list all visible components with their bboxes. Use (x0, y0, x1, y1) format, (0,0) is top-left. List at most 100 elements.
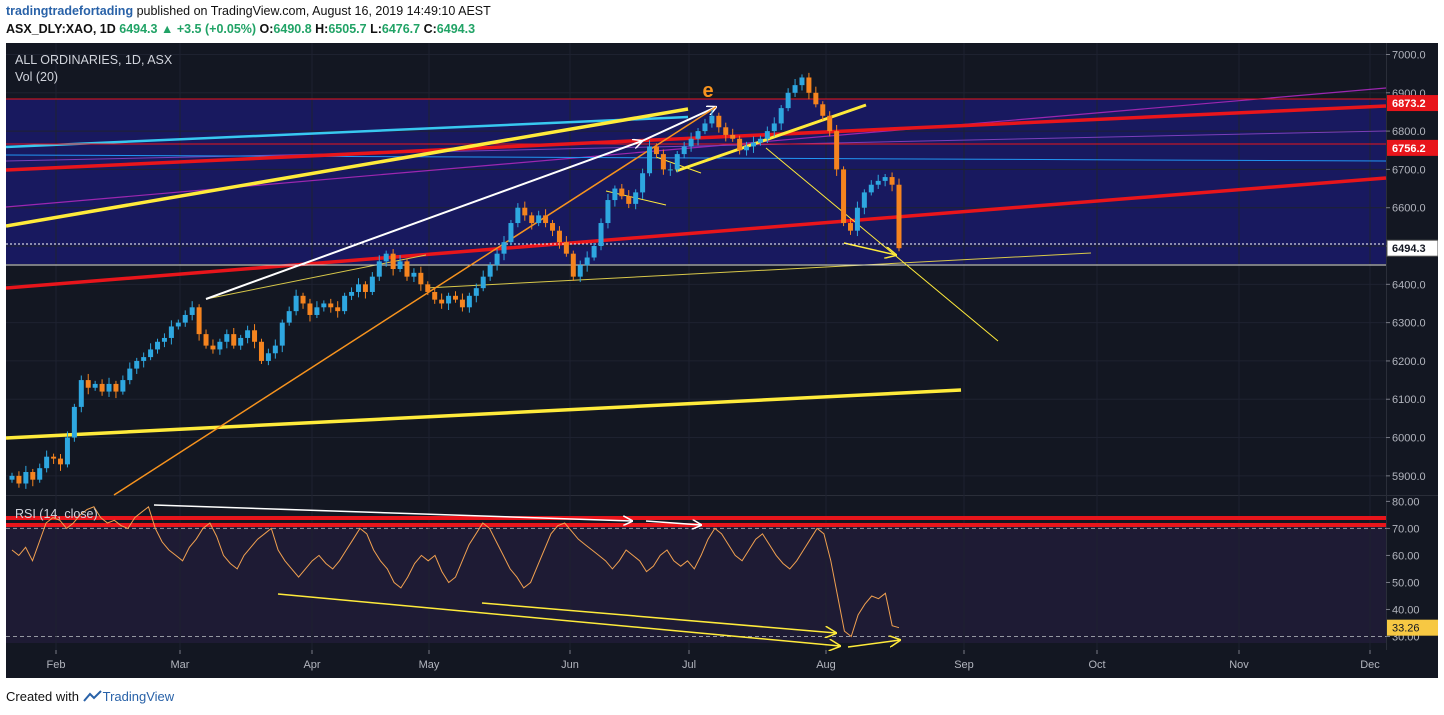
rsi-overbought-band (6, 527, 1386, 643)
rsi-tick-label: 60.00 (1392, 550, 1420, 562)
open-label: O: (259, 22, 274, 36)
author-name[interactable]: tradingtradefortading (6, 4, 134, 18)
white-trend-arrow-2 (641, 107, 716, 142)
candle-body (633, 192, 639, 204)
red-trendline-lower (5, 176, 1387, 290)
candle-body (196, 307, 202, 335)
time-tick-label: Aug (816, 659, 836, 671)
candle-body (30, 472, 36, 480)
candle-body (847, 223, 853, 231)
footer: Created with TradingView (6, 689, 174, 704)
yellow-trendline-mid (675, 103, 867, 173)
yellow-support-arrow (843, 242, 896, 255)
rsi-axis-badge-text: 33.26 (1392, 623, 1420, 635)
candle-body (369, 276, 375, 292)
yellow-trendline-bottom (5, 388, 962, 440)
candle-body (709, 115, 715, 124)
candle-body (252, 330, 258, 342)
candle-body (245, 330, 251, 338)
rsi-tick-label: 50.00 (1392, 577, 1420, 589)
price-tick-label: 6800.0 (1392, 126, 1426, 138)
candle-body (716, 115, 722, 128)
rsi-tick-label: 70.00 (1392, 523, 1420, 535)
time-tick-label: Sep (954, 659, 974, 671)
candle-body (861, 192, 867, 208)
rsi-white-arrow (153, 504, 632, 521)
candles (9, 72, 902, 489)
symbol-label: ASX_DLY:XAO, 1D (6, 22, 116, 36)
rsi-white-arrow-2 (645, 521, 701, 525)
rsi-yellow-arrow-1 (277, 593, 840, 646)
volume-label: Vol (20) (15, 70, 58, 84)
candle-body (841, 169, 847, 224)
candle-body (44, 456, 50, 469)
candle-body (231, 334, 237, 346)
candle-body (459, 299, 465, 308)
candle-body (362, 284, 368, 292)
candle-body (667, 169, 673, 171)
candle-body (875, 180, 881, 185)
candle-body (71, 406, 77, 438)
candle-body (314, 307, 320, 315)
candle-body (279, 322, 285, 346)
candle-body (203, 334, 209, 346)
price-tick-label: 6000.0 (1392, 433, 1426, 445)
candle-body (425, 284, 431, 292)
candle-body (508, 223, 514, 243)
candle-body (390, 253, 396, 269)
high-value: 6505.7 (328, 22, 367, 36)
candle-body (120, 380, 126, 392)
last-price: 6494.3 (119, 22, 158, 36)
candle-body (806, 77, 812, 93)
time-tick-label: May (419, 659, 440, 671)
rsi-pane (6, 504, 1386, 647)
created-with-label: Created with (6, 689, 79, 704)
candle-body (487, 265, 493, 277)
candle-body (349, 291, 355, 296)
candle-body (723, 127, 729, 135)
candle-body (515, 207, 521, 224)
candle-body (543, 215, 549, 224)
candle-body (23, 472, 29, 484)
candle-body (570, 253, 576, 277)
candle-body (51, 456, 57, 459)
candle-body (404, 261, 410, 277)
price-axis-badge (1387, 139, 1438, 156)
candle-body (834, 131, 840, 170)
candle-body (411, 272, 417, 277)
candle-body (612, 188, 618, 201)
candle-body (778, 108, 784, 124)
candle-body (556, 230, 562, 243)
candle-body (653, 146, 659, 155)
candle-body (536, 215, 542, 224)
high-label: H: (315, 22, 329, 36)
candle-body (58, 458, 64, 465)
chart-area[interactable]: 7000.06900.06800.06700.06600.06500.06400… (5, 43, 1439, 678)
candle-body (78, 380, 84, 407)
candle-body (64, 437, 70, 465)
candle-body (286, 311, 292, 323)
candle-body (432, 291, 438, 300)
open-value: 6490.8 (273, 22, 312, 36)
price-tick-label: 6600.0 (1392, 203, 1426, 215)
rsi-yellow-arrow-2 (481, 602, 836, 633)
resistance-zone (6, 99, 1386, 264)
candle-body (453, 295, 458, 300)
candle-body (820, 104, 826, 116)
price-axis-badge-text: 6494.3 (1392, 243, 1426, 255)
candle-body (640, 173, 646, 193)
tradingview-logo-icon (82, 690, 103, 702)
price-chart-svg[interactable]: 7000.06900.06800.06700.06600.06500.06400… (5, 43, 1439, 678)
candle-body (730, 134, 736, 139)
candle-body (224, 334, 230, 342)
published-text: published on TradingView.com, August 16,… (136, 4, 491, 18)
price-axis-badge-text: 6756.2 (1392, 143, 1426, 155)
candle-body (744, 146, 750, 151)
candle-body (155, 341, 161, 350)
candle-body (265, 353, 271, 361)
candle-body (626, 196, 632, 204)
candle-body (785, 92, 791, 109)
tradingview-brand[interactable]: TradingView (102, 689, 175, 704)
candle-body (494, 253, 500, 266)
candle-body (827, 115, 833, 132)
